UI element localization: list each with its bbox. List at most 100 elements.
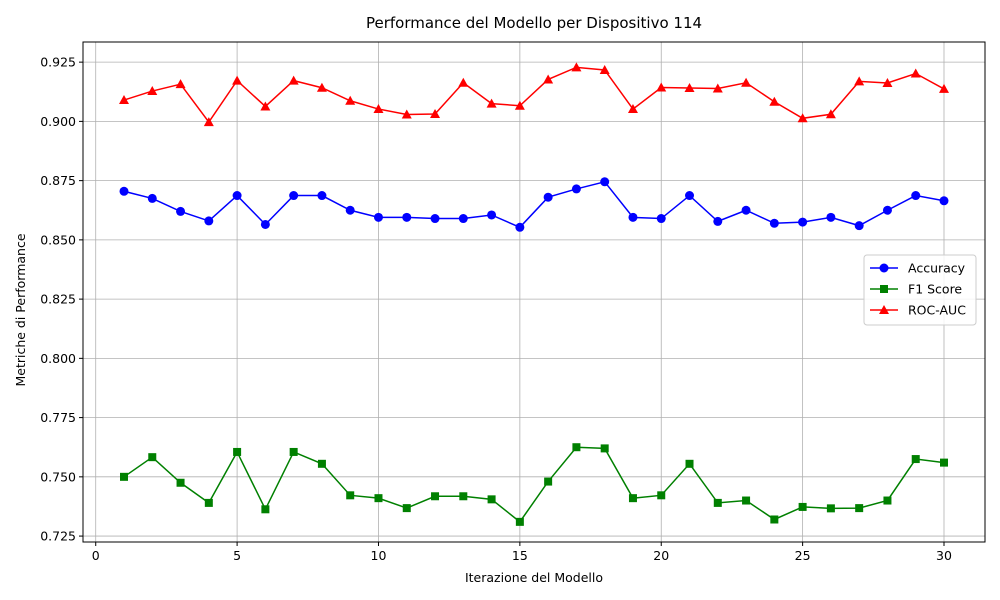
data-point-roc-auc <box>430 109 441 119</box>
data-point-roc-auc <box>486 98 497 108</box>
data-point-roc-auc <box>571 62 582 72</box>
data-point-roc-auc <box>260 101 271 111</box>
data-point-f1-score <box>487 495 496 504</box>
series-line-accuracy <box>123 180 945 229</box>
data-point-f1-score <box>346 491 355 500</box>
data-point-accuracy <box>373 212 383 222</box>
data-point-f1-score <box>911 455 920 464</box>
data-point-roc-auc <box>401 109 412 119</box>
data-point-roc-auc <box>458 77 469 87</box>
data-point-accuracy <box>685 191 695 201</box>
data-point-roc-auc <box>910 68 921 78</box>
legend-marker-accuracy <box>879 263 889 273</box>
data-point-roc-auc <box>288 75 299 85</box>
y-tick-label: 0.800 <box>40 351 76 366</box>
grid-layer <box>83 42 985 542</box>
data-point-roc-auc <box>232 75 243 85</box>
data-point-roc-auc <box>712 83 723 93</box>
data-point-accuracy <box>628 212 638 222</box>
data-point-accuracy <box>260 219 270 229</box>
data-point-roc-auc <box>656 82 667 92</box>
data-point-roc-auc <box>599 64 610 74</box>
data-point-accuracy <box>543 192 553 202</box>
y-axis-label: Metriche di Performance <box>13 233 28 386</box>
data-point-accuracy <box>147 193 157 203</box>
data-point-accuracy <box>600 177 610 187</box>
data-point-accuracy <box>345 205 355 215</box>
data-point-f1-score <box>459 492 468 501</box>
legend-marker-f1-score <box>880 285 888 293</box>
x-axis-label: Iterazione del Modello <box>465 570 603 585</box>
x-tick-label: 30 <box>936 548 952 563</box>
y-tick-label: 0.775 <box>40 410 76 425</box>
data-point-accuracy <box>656 214 666 224</box>
data-point-roc-auc <box>797 113 808 123</box>
legend-marker-roc-auc <box>879 305 889 314</box>
data-point-f1-score <box>544 477 553 486</box>
x-tick-label: 0 <box>92 548 100 563</box>
data-point-roc-auc <box>741 77 752 87</box>
data-point-f1-score <box>148 453 157 462</box>
series-layer <box>119 62 949 526</box>
data-point-accuracy <box>826 212 836 222</box>
data-point-roc-auc <box>514 100 525 110</box>
data-point-f1-score <box>770 515 779 524</box>
y-tick-label: 0.825 <box>40 292 76 307</box>
legend-label-roc-auc: ROC-AUC <box>908 303 966 318</box>
y-tick-label: 0.850 <box>40 232 76 247</box>
data-point-accuracy <box>854 221 864 231</box>
data-point-roc-auc <box>543 74 554 84</box>
data-point-roc-auc <box>119 95 129 105</box>
data-point-roc-auc <box>769 96 780 106</box>
data-point-accuracy <box>713 216 723 226</box>
data-point-accuracy <box>911 191 921 201</box>
data-point-roc-auc <box>175 79 186 89</box>
y-tick-label: 0.725 <box>40 529 76 544</box>
data-point-f1-score <box>685 459 694 468</box>
series-line-roc-auc <box>123 66 945 124</box>
data-point-accuracy <box>798 217 808 227</box>
data-point-accuracy <box>769 218 779 228</box>
data-point-accuracy <box>176 206 186 216</box>
data-point-f1-score <box>798 502 807 511</box>
data-point-accuracy <box>430 214 440 224</box>
data-point-roc-auc <box>627 104 638 114</box>
data-point-f1-score <box>826 504 835 513</box>
data-point-accuracy <box>741 205 751 215</box>
data-point-roc-auc <box>147 86 158 96</box>
series-line-f1-score <box>123 446 945 523</box>
data-point-accuracy <box>119 186 129 196</box>
data-point-f1-score <box>289 447 298 456</box>
data-point-f1-score <box>713 498 722 507</box>
data-point-f1-score <box>176 478 185 487</box>
legend: Accuracy F1 Score ROC-AUC <box>863 254 977 326</box>
data-point-f1-score <box>204 498 213 507</box>
x-tick-label: 15 <box>512 548 528 563</box>
data-point-accuracy <box>571 184 581 194</box>
data-point-accuracy <box>232 191 242 201</box>
data-point-f1-score <box>515 517 524 526</box>
data-point-roc-auc <box>203 117 214 127</box>
data-point-f1-score <box>940 458 948 467</box>
x-tick-label: 5 <box>233 548 241 563</box>
data-point-f1-score <box>657 491 666 500</box>
data-point-f1-score <box>317 459 326 468</box>
data-point-f1-score <box>628 494 637 503</box>
data-point-accuracy <box>515 222 525 232</box>
y-tick-label: 0.875 <box>40 173 76 188</box>
x-tick-label: 25 <box>795 548 811 563</box>
data-point-f1-score <box>374 494 383 503</box>
data-point-roc-auc <box>316 82 327 92</box>
data-point-f1-score <box>742 496 751 505</box>
data-point-accuracy <box>289 191 299 201</box>
data-point-roc-auc <box>345 95 356 105</box>
data-point-f1-score <box>855 504 864 513</box>
data-point-f1-score <box>431 492 440 501</box>
y-tick-label: 0.900 <box>40 114 76 129</box>
series-roc-auc <box>119 62 949 127</box>
series-accuracy <box>119 177 949 232</box>
data-point-accuracy <box>939 196 949 206</box>
data-point-roc-auc <box>939 83 949 93</box>
